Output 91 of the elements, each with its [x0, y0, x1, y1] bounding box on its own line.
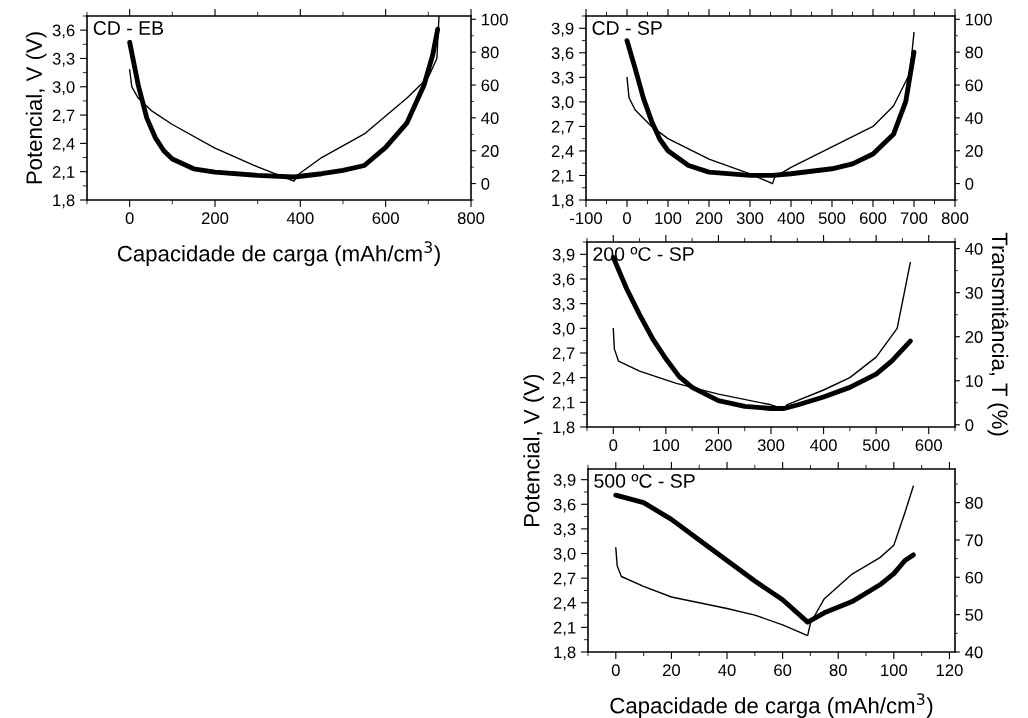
- y-tick-label: 2,7: [551, 120, 574, 135]
- y2-tick-label: 0: [965, 177, 974, 190]
- y-tick-label: 3,6: [553, 498, 576, 513]
- y-tick-label: 2,7: [52, 109, 75, 124]
- x-tick-label: 400: [777, 212, 805, 225]
- y2-tick-label: 30: [965, 287, 983, 299]
- x-tick-label: 100: [653, 439, 680, 452]
- x-tick-label: 300: [757, 439, 785, 452]
- x-tick-label: 120: [936, 664, 963, 677]
- y2-tick-label: 40: [965, 243, 983, 255]
- x-tick-label: 800: [457, 212, 485, 225]
- y-tick-label: 3,3: [52, 52, 75, 67]
- y-tick-label: 3,6: [552, 273, 575, 288]
- x-tick-label: 200: [695, 212, 723, 225]
- x-tick-label: 100: [655, 212, 682, 225]
- annotation: 200 ºC - SP: [593, 247, 694, 261]
- y2-tick-label: 70: [965, 534, 983, 547]
- y-tick-label: 1,8: [553, 421, 575, 436]
- y-tick-label: 3,3: [553, 523, 576, 538]
- x-axis-title: Capacidade de carga (mAh/cm$^{3}$): [610, 693, 933, 718]
- x-tick-label: 0: [611, 664, 620, 677]
- x-tick-label: 0: [125, 212, 134, 225]
- x-tick-label: 0: [609, 439, 618, 452]
- y-tick-label: 3,0: [552, 322, 575, 337]
- y-tick-label: 3,0: [551, 96, 574, 111]
- x-tick-label: 200: [705, 439, 732, 452]
- x-tick-label: 600: [859, 212, 887, 225]
- y-tick-label: 1,8: [554, 646, 576, 661]
- y-tick-label: 3,3: [551, 71, 574, 86]
- y2-tick-label: 80: [965, 46, 983, 59]
- x-tick-label: -100: [570, 212, 603, 225]
- y2-tick-label: 80: [965, 497, 983, 509]
- y2-tick-label: 100: [481, 13, 508, 26]
- x-tick-label: 300: [736, 212, 764, 225]
- y-axis-title: Potencial, V (V): [523, 374, 544, 527]
- y-tick-label: 3,6: [551, 47, 574, 61]
- y-tick-label: 1,8: [53, 194, 75, 209]
- x-tick-label: 40: [718, 664, 736, 677]
- x-tick-label: 800: [941, 212, 969, 225]
- x-tick-label: 600: [915, 439, 942, 452]
- y2-tick-label: 20: [965, 145, 983, 157]
- y-tick-label: 3,0: [52, 81, 75, 95]
- y-tick-label: 2,1: [551, 169, 574, 184]
- x-tick-label: 60: [774, 664, 792, 677]
- y2-tick-label: 20: [481, 145, 499, 157]
- y2-tick-label: 20: [965, 331, 983, 343]
- x-tick-label: 500: [862, 439, 890, 452]
- y-tick-label: 2,1: [553, 621, 576, 636]
- y2-tick-label: 60: [481, 79, 499, 92]
- y2-tick-label: 60: [965, 79, 983, 92]
- y2-tick-label: 100: [965, 13, 992, 26]
- y-tick-label: 3,3: [552, 298, 575, 312]
- x-tick-label: 200: [201, 212, 229, 225]
- y2-tick-label: 40: [481, 112, 499, 125]
- y-tick-label: 2,1: [552, 396, 575, 411]
- x-tick-label: 400: [810, 439, 837, 452]
- y-tick-label: 2,7: [553, 572, 576, 587]
- y2-tick-label: 40: [965, 646, 983, 659]
- y-tick-label: 2,4: [52, 137, 75, 152]
- y-tick-label: 3,6: [52, 24, 75, 39]
- y-tick-label: 3,0: [553, 547, 576, 562]
- x-axis-title: Capacidade de carga (mAh/cm$^{3}$): [117, 241, 440, 266]
- y-tick-label: 2,1: [52, 166, 75, 180]
- y2-tick-label: 10: [965, 375, 983, 387]
- x-tick-label: 600: [372, 212, 399, 225]
- x-tick-label: 400: [286, 212, 314, 225]
- x-tick-label: 100: [881, 664, 908, 677]
- y2-tick-label: 80: [481, 46, 499, 59]
- y-tick-label: 2,4: [553, 597, 576, 611]
- y-tick-label: 3,9: [551, 22, 574, 37]
- y-tick-label: 3,9: [553, 474, 576, 488]
- x-tick-label: 700: [900, 212, 928, 225]
- y-tick-label: 1,8: [552, 194, 574, 209]
- y2-tick-label: 60: [965, 571, 983, 584]
- y2-tick-label: 0: [965, 419, 974, 431]
- y-tick-label: 3,9: [552, 248, 575, 263]
- y2-tick-label: 40: [965, 112, 983, 125]
- annotation: CD - SP: [592, 21, 662, 35]
- y-axis-title: Potencial, V (V): [25, 32, 47, 184]
- y-tick-label: 2,4: [552, 372, 575, 386]
- x-tick-label: 80: [829, 664, 847, 677]
- y2-tick-label: 0: [481, 177, 490, 190]
- x-tick-label: 500: [818, 212, 846, 225]
- annotation: CD - EB: [93, 21, 164, 35]
- annotation: 500 ºC - SP: [594, 474, 695, 488]
- x-tick-label: 20: [662, 664, 681, 677]
- y-tick-label: 2,7: [552, 347, 575, 362]
- y2-tick-label: 50: [965, 609, 983, 621]
- y2-axis-title: Transmitância, T (%): [987, 232, 1009, 436]
- y-tick-label: 2,4: [551, 145, 574, 160]
- x-tick-label: 0: [623, 212, 631, 225]
